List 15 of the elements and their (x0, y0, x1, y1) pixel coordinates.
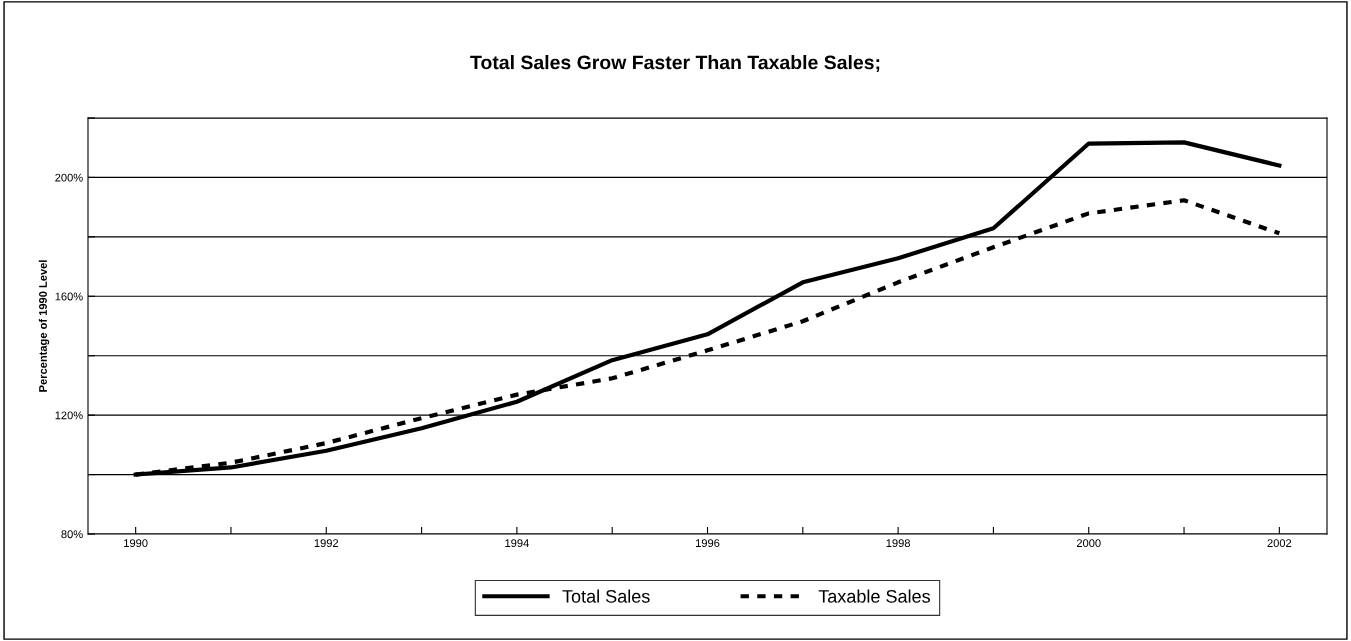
y-tick-label: 120% (55, 411, 83, 420)
y-tick-label: 80% (61, 530, 83, 539)
x-tick-label: 2002 (1267, 539, 1292, 548)
chart-title: Total Sales Grow Faster Than Taxable Sales; (470, 55, 880, 73)
y-axis-title: Percentage of 1990 Level (38, 260, 50, 392)
x-tick-label: 1998 (886, 539, 910, 548)
x-tick-label: 1996 (695, 539, 720, 548)
x-tick-label: 1994 (505, 539, 529, 548)
x-tick-label: 1992 (314, 539, 339, 548)
legend-label: Total Sales (562, 589, 650, 603)
x-tick-label: 2000 (1076, 539, 1101, 548)
y-tick-label: 200% (55, 173, 83, 182)
legend-label: Taxable Sales (818, 589, 930, 603)
y-tick-label: 160% (55, 292, 83, 301)
x-tick-label: 1990 (124, 539, 148, 548)
